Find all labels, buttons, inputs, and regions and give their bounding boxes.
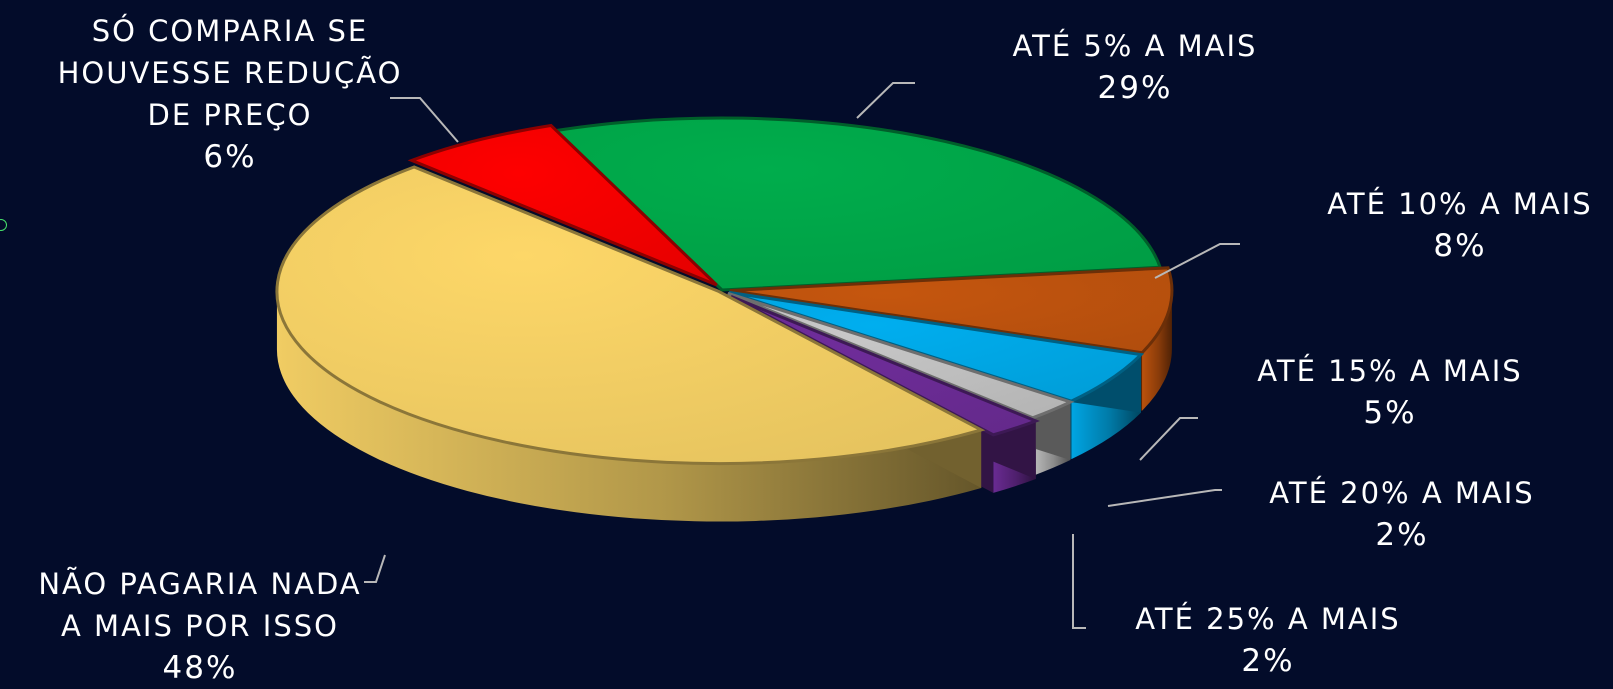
label-ate-15: ATÉ 15% A MAIS 5% (1240, 350, 1540, 434)
label-so-compraria-line2: HOUVESSE REDUÇÃO (57, 56, 403, 90)
label-ate-10: ATÉ 10% A MAIS 8% (1305, 183, 1613, 267)
label-ate-10-value: 8% (1433, 228, 1487, 264)
label-ate-10-name: ATÉ 10% A MAIS (1327, 187, 1593, 221)
label-ate-25-value: 2% (1241, 643, 1295, 679)
pie-top-faces (275, 116, 1174, 466)
leader-ate-15 (1139, 417, 1198, 461)
label-ate-15-name: ATÉ 15% A MAIS (1257, 354, 1523, 388)
label-so-compraria-value: 6% (203, 139, 257, 175)
label-so-compraria-line1: SÓ COMPARIA SE (91, 14, 369, 48)
pie-slice-0 (553, 116, 1163, 292)
pie-wall-5 (276, 291, 982, 522)
label-ate-20-name: ATÉ 20% A MAIS (1269, 476, 1535, 510)
label-ate-20: ATÉ 20% A MAIS 2% (1252, 472, 1552, 556)
leader-ate-5 (856, 82, 915, 119)
leader-ate-10 (1154, 243, 1240, 279)
label-ate-20-value: 2% (1375, 517, 1429, 553)
pie-slice-5 (275, 165, 986, 466)
label-ate-5-name: ATÉ 5% A MAIS (1012, 29, 1258, 63)
label-nao-pagaria: NÃO PAGARIA NADA A MAIS POR ISSO 48% (20, 563, 380, 689)
leader-ate-20 (1107, 489, 1222, 507)
label-nao-pagaria-value: 48% (162, 650, 238, 686)
leader-so (390, 97, 459, 143)
pie-slice-1 (729, 266, 1174, 355)
leader-lines (364, 82, 1240, 629)
label-ate-25-name: ATÉ 25% A MAIS (1135, 602, 1401, 636)
label-so-compraria-line3: DE PREÇO (147, 98, 313, 132)
label-ate-5: ATÉ 5% A MAIS 29% (985, 25, 1285, 109)
pie-slice-3 (727, 291, 1075, 420)
pie-wall-1 (1142, 290, 1172, 411)
pie-slice-4 (730, 295, 1040, 437)
pie-slice-6 (407, 123, 718, 287)
leader-ate-25 (1072, 534, 1086, 629)
label-ate-15-value: 5% (1363, 395, 1417, 431)
label-so-compraria: SÓ COMPARIA SE HOUVESSE REDUÇÃO DE PREÇO… (40, 10, 420, 178)
leader-nao (364, 554, 386, 583)
label-ate-5-value: 29% (1097, 70, 1173, 106)
label-ate-25: ATÉ 25% A MAIS 2% (1118, 598, 1418, 682)
label-nao-pagaria-line1: NÃO PAGARIA NADA (38, 567, 362, 601)
label-nao-pagaria-line2: A MAIS POR ISSO (61, 609, 339, 643)
